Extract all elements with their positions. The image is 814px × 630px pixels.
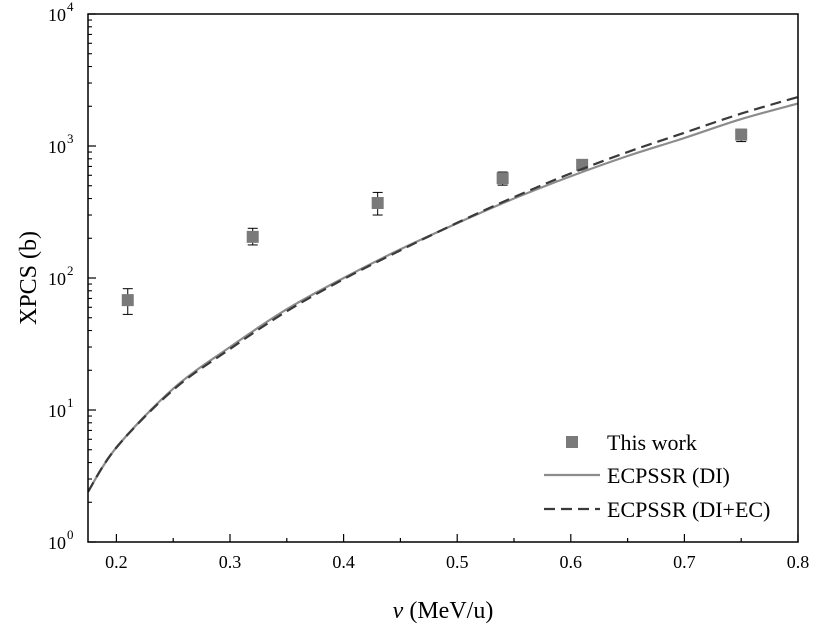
data-point [371, 196, 384, 209]
y-axis-label: XPCS (b) [16, 231, 42, 325]
legend-label: This work [607, 430, 697, 455]
x-axis-label-unit: (MeV/u) [403, 598, 493, 624]
y-tick-label: 10 [48, 5, 66, 25]
legend-marker-this-work [566, 436, 578, 448]
data-point [121, 294, 134, 307]
x-tick-label: 0.2 [105, 552, 128, 572]
data-point [496, 172, 509, 185]
y-tick-exponent: 0 [67, 527, 74, 542]
y-tick-exponent: 1 [67, 395, 74, 410]
series-line-ecpssr-di-ec [88, 95, 798, 493]
y-tick-label: 10 [48, 137, 66, 157]
x-axis-label: v (MeV/u) [393, 598, 494, 624]
x-tick-label: 0.8 [787, 552, 810, 572]
x-tick-label: 0.7 [673, 552, 696, 572]
legend: This work ECPSSR (DI) ECPSSR (DI+EC) [544, 430, 770, 522]
data-point [735, 128, 748, 141]
y-tick-label: 10 [48, 533, 66, 553]
y-tick-exponent: 2 [67, 263, 74, 278]
x-axis-label-symbol: v [393, 598, 404, 624]
x-tick-label: 0.5 [446, 552, 469, 572]
x-tick-label: 0.3 [219, 552, 242, 572]
y-tick-label: 10 [48, 269, 66, 289]
y-tick-exponent: 4 [67, 0, 74, 14]
data-layer [88, 95, 798, 493]
y-tick-exponent: 3 [67, 131, 74, 146]
x-tick-label: 0.4 [332, 552, 355, 572]
data-point [246, 230, 259, 243]
legend-label: ECPSSR (DI+EC) [607, 497, 770, 522]
legend-label: ECPSSR (DI) [607, 463, 730, 488]
y-tick-label: 10 [48, 401, 66, 421]
x-tick-label: 0.6 [560, 552, 583, 572]
